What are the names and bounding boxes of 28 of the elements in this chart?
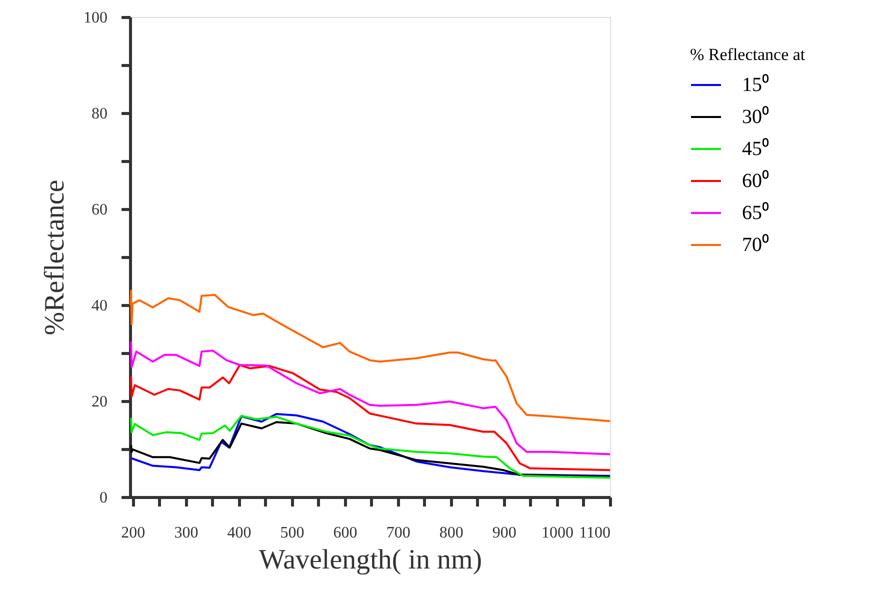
y-tick-label: 40	[92, 298, 108, 314]
x-tick-label: 1100	[579, 524, 610, 542]
x-tick-label: 600	[333, 524, 358, 542]
x-tick-label: 200	[121, 524, 146, 542]
x-tick-label: 900	[492, 524, 516, 542]
legend-label: 70⁰	[742, 233, 769, 256]
x-tick-label: 500	[280, 524, 304, 542]
legend-label: 60⁰	[742, 169, 769, 192]
legend-label: 45⁰	[742, 137, 769, 160]
y-tick-label: 60	[92, 202, 108, 218]
y-tick-label: 100	[84, 10, 108, 26]
y-tick-label: 20	[92, 394, 108, 410]
legend-label: 30⁰	[742, 105, 769, 128]
x-tick-label: 300	[174, 524, 198, 542]
y-axis-title: %Reflectance	[40, 180, 70, 336]
x-tick-label: 400	[227, 524, 252, 542]
y-tick-label: 80	[92, 106, 108, 122]
legend-title: % Reflectance at	[690, 45, 806, 64]
y-tick-label: 0	[100, 490, 108, 506]
line-series	[130, 290, 611, 422]
legend-label: 65⁰	[742, 201, 769, 224]
x-tick-label: 700	[386, 524, 410, 542]
line-series	[130, 340, 611, 456]
x-axis-title: Wavelength( in nm)	[258, 544, 482, 576]
legend-label: 15⁰	[742, 73, 769, 96]
x-tick-label: 1000	[541, 524, 574, 542]
line-series	[130, 364, 611, 472]
x-tick-label: 800	[439, 524, 464, 542]
